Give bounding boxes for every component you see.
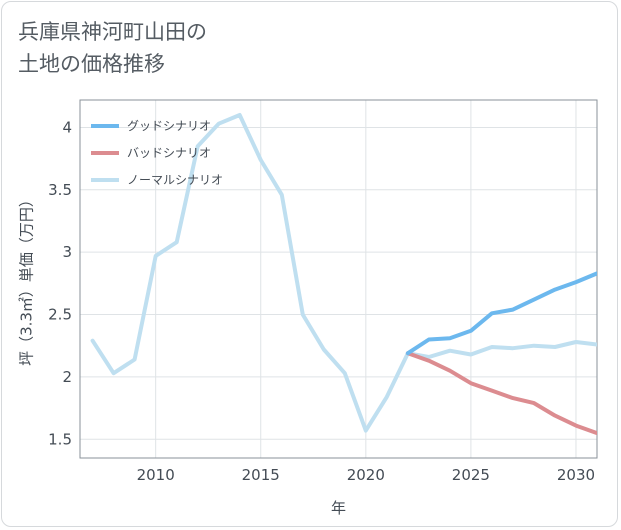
- y-tick-label: 3.5: [48, 181, 72, 199]
- x-tick-label: 2010: [137, 466, 175, 484]
- grid-lines: [80, 100, 597, 458]
- legend-label: グッドシナリオ: [127, 119, 211, 133]
- tick-labels: 2010 2015 2020 2025 2030 1.5 2 2.5 3 3.5 4: [48, 118, 595, 484]
- y-tick-label: 2: [62, 368, 72, 386]
- series-line-2: [90, 113, 597, 433]
- y-tick-label: 4: [62, 118, 72, 136]
- y-axis-title: 坪（3.3㎡）単価（万円）: [18, 192, 36, 366]
- series-layer: [90, 113, 597, 436]
- x-axis-title: 年: [331, 499, 346, 517]
- y-tick-label: 3: [62, 243, 72, 261]
- y-tick-label: 2.5: [48, 306, 72, 324]
- x-tick-label: 2025: [452, 466, 490, 484]
- legend-label: バッドシナリオ: [127, 146, 211, 160]
- y-tick-label: 1.5: [48, 430, 72, 448]
- x-tick-label: 2030: [557, 466, 595, 484]
- x-tick-label: 2020: [347, 466, 385, 484]
- x-tick-label: 2015: [242, 466, 280, 484]
- chart-title: 兵庫県神河町山田の 土地の価格推移: [18, 20, 207, 76]
- legend-label: ノーマルシナリオ: [127, 173, 223, 187]
- series-line-1: [405, 351, 597, 436]
- plot-frame: [79, 99, 598, 459]
- series-line-0: [405, 271, 597, 356]
